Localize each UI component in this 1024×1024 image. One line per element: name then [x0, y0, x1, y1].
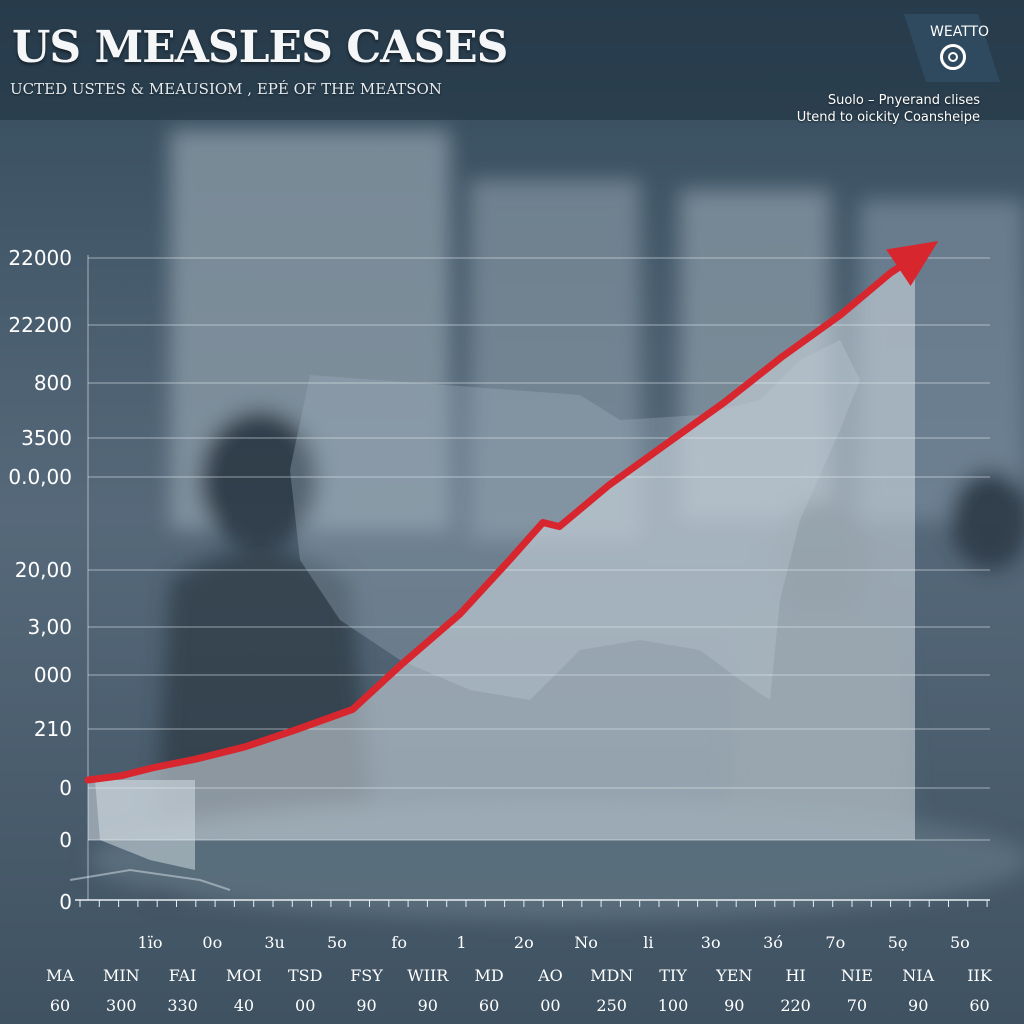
x-tick-label: 3o — [701, 933, 721, 952]
note-line-2: Utend to oickity Coansheipe — [796, 110, 980, 125]
y-tick-label: 0 — [59, 828, 72, 852]
value-label: 90 — [724, 996, 744, 1015]
trend-arrow-head — [886, 241, 939, 286]
category-label: TSD — [288, 966, 322, 985]
value-label: 60 — [50, 996, 70, 1015]
area-under-trend — [88, 256, 915, 841]
y-axis-labels: 220002220080035000.0,0020,003,0000021000… — [8, 246, 72, 914]
value-label: 300 — [106, 996, 137, 1015]
value-row: 60 300 330 40 00 90 90 60 00 250 100 90 220 70 90 60 — [50, 996, 990, 1015]
y-tick-label: 0.0,00 — [8, 465, 72, 489]
y-tick-label: 3500 — [21, 426, 72, 450]
value-label: 70 — [847, 996, 867, 1015]
value-label: 00 — [295, 996, 315, 1015]
x-tick-label: 1 — [456, 933, 466, 952]
value-label: 90 — [356, 996, 376, 1015]
value-label: 90 — [418, 996, 438, 1015]
x-axis-labels: 1ïo 0o 3u 5o fo 1 2o No li 3o 3ó 7o 5ọ 5o — [138, 933, 970, 952]
x-tick-label: 1ïo — [138, 933, 163, 952]
header-band — [0, 0, 1024, 120]
logo-text: WEATTO — [930, 24, 990, 40]
category-label: YEN — [715, 966, 752, 985]
x-tick-label: 2o — [514, 933, 534, 952]
value-label: 60 — [969, 996, 989, 1015]
category-label: NIA — [902, 966, 934, 985]
category-label: MIN — [103, 966, 140, 985]
y-tick-label: 22200 — [8, 313, 72, 337]
value-label: 250 — [596, 996, 627, 1015]
value-label: 100 — [658, 996, 689, 1015]
x-axis-ticks — [79, 900, 988, 907]
x-tick-label: 5o — [327, 933, 347, 952]
value-label: 40 — [234, 996, 254, 1015]
category-label: HI — [785, 966, 805, 985]
category-label: FAI — [169, 966, 197, 985]
y-tick-label: 3,00 — [27, 615, 72, 639]
grid-lines — [88, 257, 990, 841]
x-tick-label: 7o — [825, 933, 845, 952]
target-ring-icon — [940, 44, 966, 70]
y-tick-label: 210 — [34, 717, 72, 741]
category-label: FSY — [350, 966, 383, 985]
x-tick-label: 0o — [202, 933, 222, 952]
page-subtitle: UCTED USTES & MEAUSIOM , EPÉ OF THE MEAT… — [10, 80, 442, 98]
x-tick-label: 5o — [950, 933, 970, 952]
category-label: IIK — [967, 966, 993, 985]
category-label: MOI — [226, 966, 262, 985]
category-row: MA MIN FAI MOI TSD FSY WIIR MD AO MDN TIY YEN HI NIE N… — [46, 966, 993, 985]
trend-line — [84, 253, 919, 784]
note-line-1: Suolo – Pnyerand clises — [827, 93, 980, 108]
value-label: 00 — [540, 996, 560, 1015]
value-label: 60 — [479, 996, 499, 1015]
x-tick-label: 3u — [264, 933, 284, 952]
y-tick-label: 000 — [34, 663, 72, 687]
category-label: MDN — [590, 966, 633, 985]
y-tick-label: 20,00 — [15, 558, 72, 582]
x-tick-label: No — [574, 933, 598, 952]
category-label: WIIR — [407, 966, 449, 985]
category-label: NIE — [841, 966, 873, 985]
category-label: MA — [46, 966, 74, 985]
value-label: 90 — [908, 996, 928, 1015]
value-label: 330 — [167, 996, 198, 1015]
x-tick-label: 5ọ — [888, 933, 908, 952]
y-tick-label: 0 — [59, 890, 72, 914]
category-label: TIY — [659, 966, 687, 985]
page-title: US MEASLES CASES — [12, 22, 508, 73]
value-label: 220 — [780, 996, 811, 1015]
category-label: AO — [537, 966, 563, 985]
y-tick-label: 0 — [59, 776, 72, 800]
x-tick-label: 3ó — [763, 933, 783, 952]
category-label: MD — [474, 966, 503, 985]
x-tick-label: li — [643, 933, 653, 952]
y-tick-label: 22000 — [8, 246, 72, 270]
y-tick-label: 800 — [34, 371, 72, 395]
x-tick-label: fo — [391, 933, 407, 952]
